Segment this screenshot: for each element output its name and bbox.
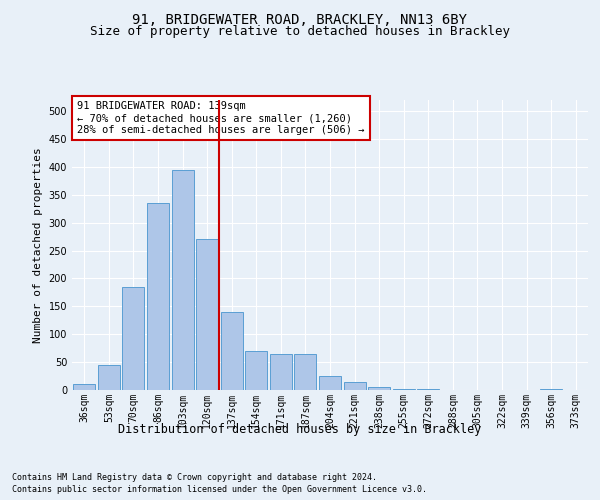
Bar (73, 384, 95, 390)
Bar (245, 351, 268, 390)
Bar (147, 203, 169, 390)
Bar (122, 287, 145, 390)
Bar (295, 354, 316, 390)
Bar (344, 382, 365, 390)
Bar (172, 170, 194, 390)
Bar (368, 387, 390, 390)
Bar (392, 389, 415, 390)
Bar (196, 240, 218, 390)
Bar (221, 312, 243, 390)
Bar (98, 365, 120, 390)
Text: Contains public sector information licensed under the Open Government Licence v3: Contains public sector information licen… (12, 485, 427, 494)
Text: Distribution of detached houses by size in Brackley: Distribution of detached houses by size … (118, 422, 482, 436)
Bar (319, 376, 341, 390)
Text: 91 BRIDGEWATER ROAD: 139sqm
← 70% of detached houses are smaller (1,260)
28% of : 91 BRIDGEWATER ROAD: 139sqm ← 70% of det… (77, 102, 365, 134)
Text: Contains HM Land Registry data © Crown copyright and database right 2024.: Contains HM Land Registry data © Crown c… (12, 472, 377, 482)
Text: 91, BRIDGEWATER ROAD, BRACKLEY, NN13 6BY: 91, BRIDGEWATER ROAD, BRACKLEY, NN13 6BY (133, 12, 467, 26)
Y-axis label: Number of detached properties: Number of detached properties (33, 147, 43, 343)
Bar (270, 354, 292, 390)
Text: Size of property relative to detached houses in Brackley: Size of property relative to detached ho… (90, 25, 510, 38)
